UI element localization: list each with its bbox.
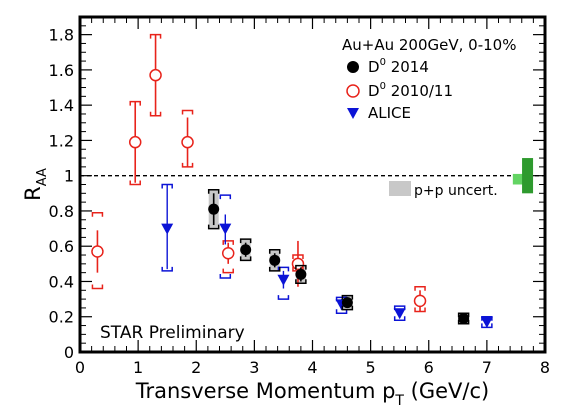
sys-bracket-2014 [341, 294, 354, 300]
x-tick-label: 4 [307, 358, 317, 377]
y-tick-label: 0.4 [49, 272, 74, 291]
legend-label: ALICE [368, 104, 411, 122]
sys-bracket-2010 [129, 180, 141, 186]
x-tick-label: 7 [482, 358, 492, 377]
legend-pp-uncert-swatch [389, 181, 411, 196]
marker-alice [277, 274, 290, 286]
x-tick-label: 0 [75, 358, 85, 377]
pp-uncert-box [512, 173, 525, 185]
sys-bracket-alice [277, 295, 290, 300]
marker-d0-2010 [291, 257, 305, 271]
y-tick-label: 0.6 [49, 237, 74, 256]
legend: D0 2014 D0 2010/11 ALICE [346, 57, 453, 196]
sys-bracket-2010 [222, 240, 234, 245]
marker-d0-2010 [128, 135, 142, 149]
y-tick-label: 1.4 [49, 96, 74, 115]
legend-label: D0 2010/11 [368, 81, 453, 100]
sys-bracket-2010 [414, 286, 426, 291]
y-tick-label: 1.6 [49, 61, 74, 80]
marker-d0-2014 [240, 244, 252, 256]
marker-d0-2010 [221, 247, 235, 260]
sys-bracket-alice [393, 305, 406, 311]
preliminary-annotation: STAR Preliminary [100, 323, 245, 343]
y-tick-label: 1.8 [49, 26, 74, 45]
y-tick-label: 0.8 [49, 202, 74, 221]
y-tick-label: 0.2 [49, 308, 74, 327]
sys-bracket-2014 [207, 189, 220, 194]
legend-marker-alice [347, 108, 359, 119]
marker-d0-2014 [341, 297, 353, 309]
sys-bracket-2010 [91, 284, 104, 290]
marker-d0-2010 [181, 135, 194, 149]
pp-uncert-box [522, 158, 534, 194]
marker-d0-2014 [269, 254, 281, 266]
sys-bracket-2014 [295, 264, 307, 270]
sys-bracket-alice [219, 194, 232, 200]
sys-bracket-alice [393, 316, 406, 322]
marker-d0-2010 [91, 245, 104, 258]
system-annotation: Au+Au 200GeV, 0-10% [342, 36, 516, 54]
sys-bracket-alice [161, 266, 173, 272]
x-tick-label: 5 [366, 358, 376, 377]
x-tick-label: 2 [191, 358, 201, 377]
legend-marker-d0-2010 [346, 84, 360, 98]
marker-d0-2010 [149, 68, 162, 82]
y-tick-label: 0 [64, 343, 74, 362]
marker-d0-2010 [413, 294, 427, 308]
sys-bracket-2010 [222, 268, 234, 274]
pp-uncertainty-label: p+p uncert. [414, 183, 498, 199]
sys-bracket-2014 [268, 248, 281, 254]
x-tick-label: 8 [540, 358, 550, 377]
sys-bracket-alice [277, 266, 290, 272]
sys-bracket-2010 [181, 109, 194, 115]
sys-bracket-2010 [149, 111, 162, 117]
x-tick-label: 6 [424, 358, 434, 377]
sys-bracket-2014 [341, 305, 354, 311]
marker-alice [480, 317, 493, 329]
legend-label: D0 2014 [368, 57, 429, 76]
sys-bracket-2014 [268, 266, 281, 272]
sys-bracket-alice [219, 273, 232, 279]
axis-ticks-layer: 0 1 2 3 4 5 6 7 8 0 0.2 0.4 0.6 0.8 1 1.2 1.4 1.6 1.8 [49, 17, 550, 377]
marker-alice [393, 308, 406, 320]
sys-bracket-2014 [207, 224, 220, 230]
y-axis-label: RAA [21, 168, 50, 201]
plot-data-layer [80, 33, 545, 329]
y-tick-label: 1.2 [49, 131, 74, 150]
marker-alice [161, 223, 174, 235]
sys-bracket-2014 [239, 238, 252, 244]
x-tick-label: 1 [133, 358, 143, 377]
sys-bracket-2014 [239, 256, 252, 262]
x-axis-label: Transverse Momentum pT (GeV/c) [135, 379, 489, 409]
sys-bracket-2010 [91, 211, 104, 217]
y-tick-label: 1 [64, 167, 74, 186]
marker-alice [219, 223, 232, 235]
x-tick-label: 3 [249, 358, 259, 377]
marker-d0-2014 [458, 313, 470, 324]
marker-d0-2014 [208, 203, 220, 215]
sys-bracket-2014 [295, 279, 307, 284]
legend-marker-d0-2014 [347, 61, 359, 73]
sys-bracket-alice [335, 309, 348, 314]
marker-d0-2014 [295, 268, 307, 280]
